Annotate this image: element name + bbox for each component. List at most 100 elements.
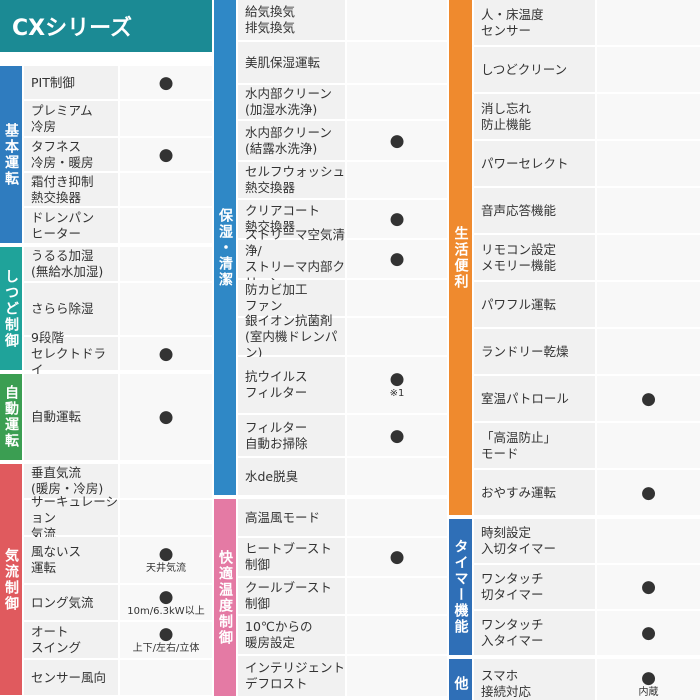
mark: ●: [641, 623, 656, 643]
feature-cell: [597, 0, 700, 45]
feature-name: ロング気流: [24, 585, 118, 620]
mark: ●: [389, 249, 405, 269]
feature-cell: [347, 318, 447, 355]
feature-name: 消し忘れ 防止機能: [474, 94, 595, 139]
feature-name: 時刻設定 入切タイマー: [474, 519, 595, 563]
feature-cell: [597, 94, 700, 139]
group-label: 快適温度制御: [214, 499, 236, 696]
group-label: 気流制御: [0, 464, 22, 695]
feature-name: 抗ウイルス フィルター: [238, 357, 345, 413]
group-label: 自動運転: [0, 374, 22, 460]
feature-cell: ●: [347, 200, 447, 238]
mark: ●: [158, 343, 174, 364]
feature-cell: ● 10m/6.3kW以上: [120, 585, 212, 620]
feature-cell: [347, 458, 447, 495]
group-label: 保湿・清潔: [214, 0, 236, 495]
feature-name: PIT制御: [24, 66, 118, 99]
group-label: 基本運転: [0, 66, 22, 243]
feature-name: 室温パトロール: [474, 376, 595, 421]
note: 上下/左右/立体: [132, 643, 200, 654]
feature-cell: ●: [597, 470, 700, 515]
feature-name: リモコン設定 メモリー機能: [474, 235, 595, 280]
feature-name: 高温風モード: [238, 499, 345, 536]
feature-cell: [597, 519, 700, 563]
feature-cell: [597, 423, 700, 468]
feature-name: 風ないス 運転: [24, 537, 118, 583]
feature-name: パワフル運転: [474, 282, 595, 327]
feature-name: プレミアム 冷房: [24, 101, 118, 136]
feature-name: ワンタッチ 切タイマー: [474, 565, 595, 609]
feature-cell: ●: [120, 337, 212, 370]
feature-cell: [120, 173, 212, 206]
feature-name: ストリーマ空気清浄/ ストリーマ内部クリーン: [238, 227, 345, 290]
feature-name: 音声応答機能: [474, 188, 595, 233]
feature-cell: [120, 660, 212, 695]
feature-cell: [347, 280, 447, 316]
feature-cell: [347, 499, 447, 536]
feature-cell: ● 内蔵: [597, 659, 700, 700]
mark: ●: [158, 72, 174, 93]
feature-name: センサー風向: [24, 660, 118, 695]
feature-name: 人・床温度 センサー: [474, 0, 595, 45]
feature-name: 垂直気流 (暖房・冷房): [24, 464, 118, 498]
feature-name: クリアコート 熱交換器: [238, 200, 345, 238]
feature-name: オート スイング: [24, 622, 118, 658]
group-label: 他: [449, 659, 472, 700]
feature-cell: [120, 208, 212, 243]
feature-name: 自動運転: [24, 374, 118, 460]
mark: ●: [641, 667, 656, 688]
feature-name: ヒートブースト 制御: [238, 538, 345, 576]
feature-cell: [597, 329, 700, 374]
feature-name: 水内部クリーン (結露水洗浄): [238, 121, 345, 160]
feature-cell: ●: [120, 66, 212, 99]
mark: ●: [389, 425, 405, 446]
feature-name: 水内部クリーン (加湿水洗浄): [238, 85, 345, 119]
feature-name: ランドリー乾燥: [474, 329, 595, 374]
feature-cell: [597, 141, 700, 186]
feature-cell: [120, 283, 212, 335]
feature-name: 霜付き抑制 熱交換器: [24, 173, 118, 206]
feature-cell: ●: [597, 565, 700, 609]
group-label: 生活便利: [449, 0, 472, 515]
feature-name: フィルター 自動お掃除: [238, 415, 345, 456]
feature-cell: [597, 235, 700, 280]
series-title: CXシリーズ: [0, 0, 212, 52]
feature-cell: [347, 616, 447, 654]
feature-name: 水de脱臭: [238, 458, 345, 495]
group-label: タイマー機能: [449, 519, 472, 655]
mark: ●: [641, 388, 656, 409]
feature-name: 美肌保湿運転: [238, 42, 345, 83]
feature-name: サーキュレーション 気流: [24, 494, 118, 541]
feature-cell: ●: [120, 138, 212, 171]
mark: ●: [389, 209, 405, 229]
feature-cell: [347, 85, 447, 119]
feature-cell: ● 天井気流: [120, 537, 212, 583]
feature-cell: [347, 162, 447, 198]
mark: ●: [158, 544, 174, 564]
mark: ●: [158, 586, 174, 607]
feature-name: タフネス 冷房・暖房: [24, 138, 118, 171]
feature-cell: ●: [120, 374, 212, 460]
feature-name: うるる加湿 (無給水加湿): [24, 247, 118, 281]
feature-cell: ● 上下/左右/立体: [120, 622, 212, 658]
feature-name: ワンタッチ 入タイマー: [474, 611, 595, 655]
mark: ●: [158, 624, 174, 644]
mark: ●: [389, 547, 405, 567]
feature-cell: ●: [347, 240, 447, 278]
feature-cell: ●: [347, 415, 447, 456]
feature-cell: ●: [597, 376, 700, 421]
note: ※1: [389, 388, 405, 399]
feature-cell: [120, 247, 212, 281]
mark: ●: [641, 482, 656, 503]
feature-cell: [347, 578, 447, 614]
feature-cell: [120, 101, 212, 136]
mark: ●: [389, 130, 405, 151]
mark: ●: [641, 577, 656, 597]
feature-name: さらら除湿: [24, 283, 118, 335]
mark: ●: [158, 144, 174, 165]
note: 天井気流: [146, 563, 186, 574]
feature-name: クールブースト 制御: [238, 578, 345, 614]
mark: ●: [389, 369, 405, 389]
feature-cell: [597, 47, 700, 92]
